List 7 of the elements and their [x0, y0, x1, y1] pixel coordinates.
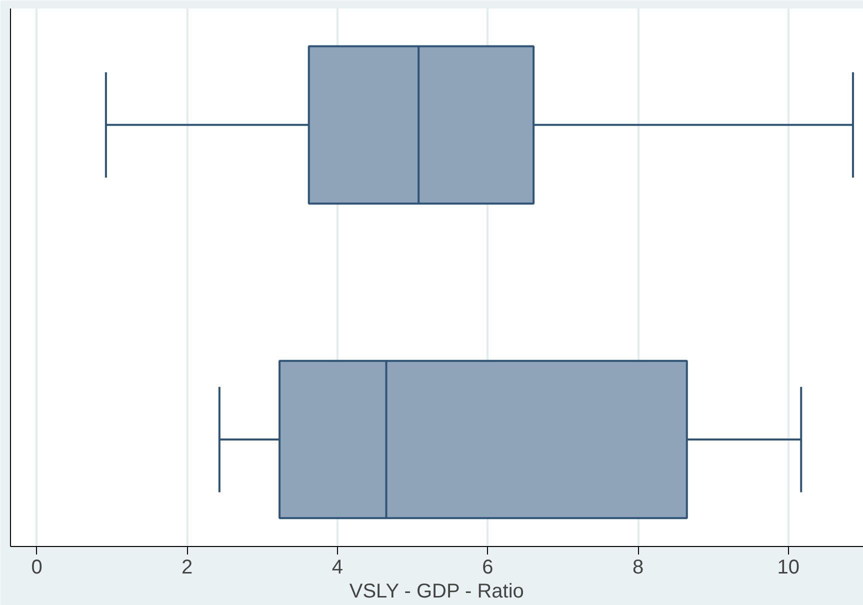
x-tick-label: 10	[777, 556, 800, 578]
x-tick-label: 6	[482, 556, 494, 578]
x-tick-label: 2	[182, 556, 193, 578]
x-tick-label: 0	[31, 556, 42, 578]
x-tick-label: 8	[632, 556, 644, 578]
x-tick-label: 4	[332, 556, 343, 578]
x-axis-title: VSLY - GDP - Ratio	[349, 580, 524, 602]
